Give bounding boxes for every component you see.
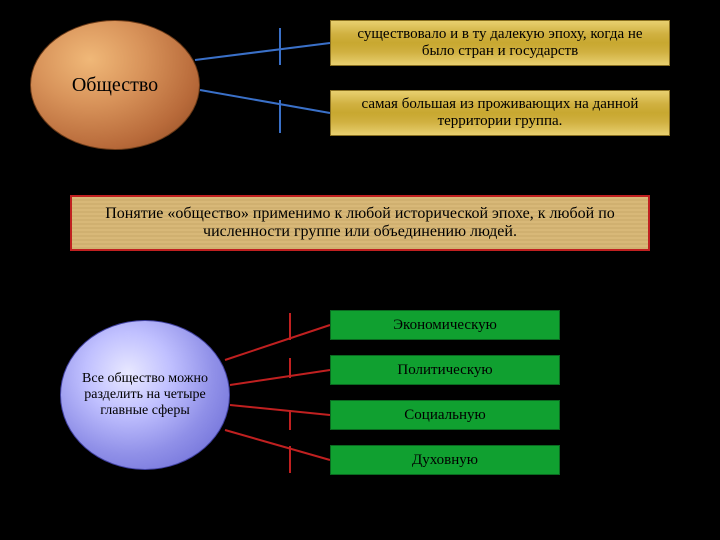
concept-text: Понятие «общество» применимо к любой ист… xyxy=(86,205,634,241)
sphere-box-economic: Экономическую xyxy=(330,310,560,340)
sphere-box-spiritual: Духовную xyxy=(330,445,560,475)
definition-box-2: самая большая из проживающих на данной т… xyxy=(330,90,670,136)
sphere-box-political: Политическую xyxy=(330,355,560,385)
definition-text-2: самая большая из проживающих на данной т… xyxy=(343,96,657,130)
definition-text-1: существовало и в ту далекую эпоху, когда… xyxy=(343,26,657,60)
sphere-box-social: Социальную xyxy=(330,400,560,430)
spheres-label: Все общество можно разделить на четыре г… xyxy=(71,371,219,419)
definition-box-1: существовало и в ту далекую эпоху, когда… xyxy=(330,20,670,66)
concept-box: Понятие «общество» применимо к любой ист… xyxy=(70,195,650,251)
sphere-label-economic: Экономическую xyxy=(393,317,497,334)
society-ellipse: Общество xyxy=(30,20,200,150)
spheres-ellipse: Все общество можно разделить на четыре г… xyxy=(60,320,230,470)
sphere-label-political: Политическую xyxy=(397,362,492,379)
sphere-label-spiritual: Духовную xyxy=(412,452,478,469)
society-label: Общество xyxy=(72,74,158,97)
sphere-label-social: Социальную xyxy=(404,407,485,424)
